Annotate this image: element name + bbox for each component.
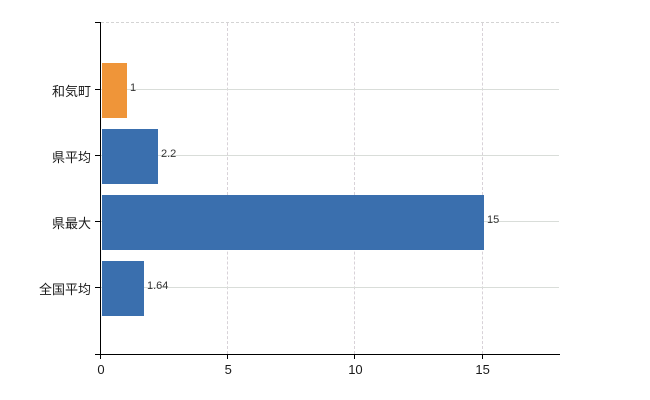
x-tick-label: 15 (475, 362, 490, 377)
x-axis-tick (481, 355, 483, 359)
category-label: 和気町 (51, 84, 91, 99)
x-tick-label: 0 (97, 362, 105, 377)
bar (102, 128, 158, 184)
y-axis-top-tick (95, 22, 101, 23)
horizontal-gridline (101, 89, 559, 90)
x-axis (95, 354, 560, 355)
x-axis-tick (227, 355, 229, 359)
plot-area (101, 22, 559, 354)
y-axis-tick (95, 287, 101, 288)
bar-value-label: 2.2 (161, 148, 177, 160)
bar-value-label: 15 (487, 214, 500, 226)
x-axis-tick (100, 355, 101, 359)
x-tick-label: 10 (348, 362, 363, 377)
bar-value-label: 1.64 (147, 280, 169, 292)
horizontal-gridline (101, 287, 559, 288)
y-axis-tick (95, 221, 101, 222)
category-label: 県最大 (51, 216, 91, 231)
y-axis (100, 22, 101, 355)
category-label: 県平均 (51, 150, 91, 165)
bar (102, 62, 127, 118)
horizontal-gridline (101, 155, 559, 156)
bar (102, 260, 144, 316)
y-axis-tick (95, 89, 101, 90)
x-axis-tick (354, 355, 356, 359)
vertical-gridline (354, 23, 356, 354)
category-label: 全国平均 (38, 282, 91, 297)
bar-value-label: 1 (130, 82, 137, 94)
bar (102, 194, 484, 250)
x-tick-label: 5 (224, 362, 232, 377)
y-axis-tick (95, 155, 101, 156)
vertical-gridline (227, 23, 229, 354)
vertical-gridline (481, 23, 483, 354)
